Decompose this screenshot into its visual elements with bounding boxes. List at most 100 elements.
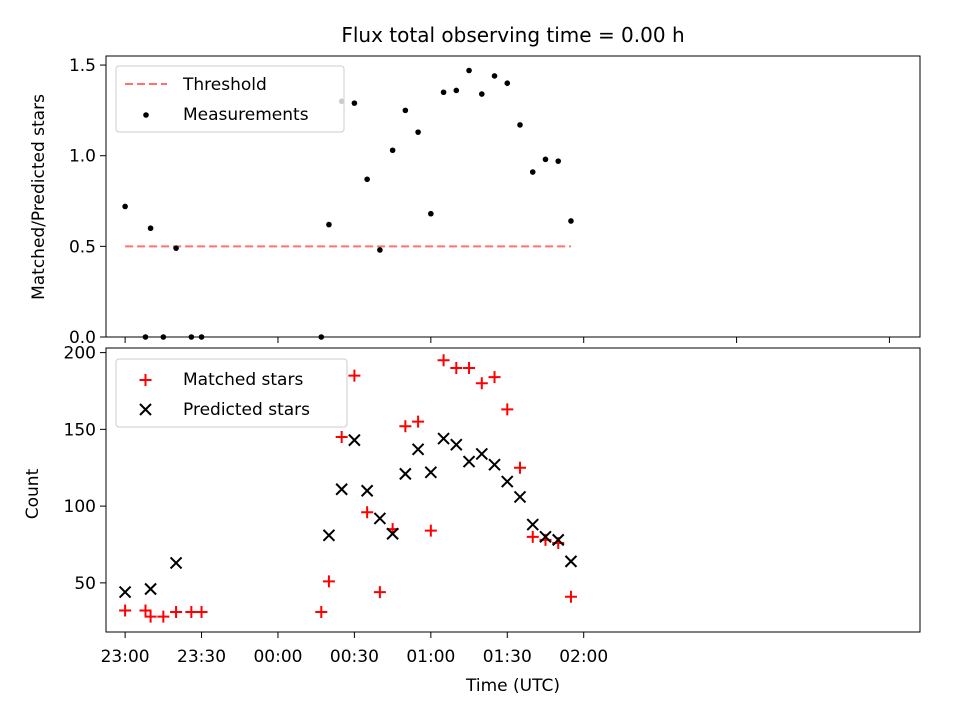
measurements-legend-swatch bbox=[143, 112, 149, 118]
count-legend: Matched stars Predicted stars bbox=[115, 358, 348, 428]
count-x-ticks: 23:00 23:30 00:00 00:30 01:00 01:30 02:00 bbox=[101, 632, 608, 667]
matched-star-point bbox=[488, 371, 501, 384]
count-legend-box bbox=[115, 358, 348, 428]
matched-star-point bbox=[144, 610, 157, 623]
matched-legend-label: Matched stars bbox=[183, 370, 303, 390]
predicted-star-point bbox=[169, 556, 183, 570]
matched-star-point bbox=[475, 377, 488, 390]
ratio-y-tick-label: 0.5 bbox=[69, 237, 96, 257]
measurement-point bbox=[542, 156, 549, 163]
matched-star-point bbox=[501, 403, 514, 416]
measurement-point bbox=[173, 245, 179, 251]
ratio-y-ticks: 0.0 0.5 1.0 1.5 bbox=[69, 56, 106, 348]
matched-star-point bbox=[463, 361, 476, 374]
ratio-legend: Threshold Measurements bbox=[115, 65, 345, 133]
count-x-tick-label: 02:00 bbox=[559, 647, 608, 667]
matched-star-point bbox=[170, 606, 183, 619]
count-y-axis-label: Count bbox=[23, 468, 43, 519]
matched-star-point bbox=[348, 369, 361, 382]
measurement-point bbox=[568, 218, 574, 224]
predicted-star-point bbox=[335, 483, 348, 496]
predicted-star-point bbox=[360, 484, 374, 497]
matched-star-point bbox=[450, 361, 463, 374]
threshold-legend-label: Threshold bbox=[182, 75, 267, 95]
matched-star-point bbox=[526, 530, 539, 543]
measurement-point bbox=[517, 122, 523, 128]
count-y-ticks: 50 100 150 200 bbox=[64, 344, 106, 594]
predicted-star-point bbox=[552, 533, 565, 547]
ratio-y-axis-label: Matched/Predicted stars bbox=[29, 94, 49, 300]
predicted-star-point bbox=[450, 438, 463, 451]
count-x-tick-label: 01:30 bbox=[483, 647, 532, 667]
count-x-tick-label: 00:30 bbox=[330, 647, 379, 667]
predicted-star-point bbox=[437, 432, 450, 445]
count-marks bbox=[118, 354, 578, 623]
measurement-point bbox=[377, 247, 383, 253]
matched-star-point bbox=[185, 606, 198, 619]
x-axis-label: Time (UTC) bbox=[465, 676, 560, 696]
matched-star-point bbox=[195, 606, 208, 619]
measurement-point bbox=[188, 334, 195, 340]
measurement-point bbox=[389, 147, 396, 154]
measurement-point bbox=[440, 89, 447, 96]
ratio-legend-box bbox=[115, 65, 345, 133]
measurement-point bbox=[402, 107, 409, 114]
ratio-x-ticks bbox=[124, 337, 890, 343]
count-y-tick-label: 100 bbox=[64, 497, 96, 517]
matched-star-point bbox=[157, 610, 170, 623]
count-y-tick-label: 200 bbox=[64, 344, 96, 364]
predicted-star-point bbox=[501, 475, 514, 488]
predicted-legend-label: Predicted stars bbox=[183, 400, 310, 420]
measurement-point bbox=[160, 334, 167, 340]
measurement-point bbox=[122, 203, 128, 210]
predicted-star-point bbox=[475, 447, 488, 461]
measurements-legend-label: Measurements bbox=[183, 105, 309, 125]
matched-star-point bbox=[119, 604, 132, 617]
measurement-point bbox=[555, 158, 562, 164]
count-axes-frame bbox=[105, 347, 921, 633]
measurement-point bbox=[147, 225, 154, 232]
count-x-tick-label: 23:00 bbox=[101, 647, 150, 667]
predicted-star-point bbox=[118, 585, 132, 599]
measurement-point bbox=[453, 87, 460, 94]
predicted-star-point bbox=[488, 458, 501, 471]
matched-star-point bbox=[322, 575, 335, 588]
count-panel: Count Time (UTC) 50 100 150 200 23:00 23:30 0… bbox=[23, 344, 921, 696]
predicted-star-point bbox=[513, 490, 527, 504]
predicted-star-point bbox=[386, 527, 399, 540]
measurement-point bbox=[478, 91, 485, 97]
matched-star-point bbox=[424, 524, 437, 537]
predicted-star-point bbox=[373, 512, 387, 525]
measurement-point bbox=[326, 221, 332, 228]
count-y-tick-label: 50 bbox=[74, 574, 96, 594]
measurement-point bbox=[318, 334, 325, 340]
predicted-star-point bbox=[144, 582, 157, 596]
matched-star-point bbox=[399, 420, 412, 433]
predicted-star-point bbox=[462, 455, 476, 468]
predicted-star-point bbox=[411, 443, 425, 456]
measurement-point bbox=[351, 100, 358, 106]
ratio-y-tick-label: 1.0 bbox=[69, 147, 96, 167]
predicted-star-point bbox=[526, 518, 539, 531]
matched-star-point bbox=[373, 586, 386, 599]
ratio-y-tick-label: 0.0 bbox=[69, 328, 96, 348]
measurement-point bbox=[428, 210, 434, 217]
matched-star-point bbox=[514, 461, 527, 474]
predicted-star-point bbox=[539, 530, 552, 544]
ratio-panel: Matched/Predicted stars 0.0 0.5 1.0 1.5 Thr… bbox=[29, 55, 921, 348]
predicted-legend-swatch bbox=[139, 403, 152, 416]
measurement-point bbox=[504, 80, 511, 86]
predicted-star-point bbox=[564, 555, 578, 568]
matched-star-point bbox=[335, 431, 348, 444]
ratio-y-tick-label: 1.5 bbox=[69, 56, 96, 76]
predicted-star-point bbox=[348, 433, 361, 447]
measurement-point bbox=[364, 176, 370, 183]
count-x-tick-label: 00:00 bbox=[253, 647, 302, 667]
matched-star-point bbox=[564, 590, 577, 603]
count-x-tick-label: 23:30 bbox=[177, 647, 226, 667]
measurement-point bbox=[142, 334, 149, 340]
matched-star-point bbox=[315, 606, 328, 619]
matched-star-point bbox=[437, 354, 450, 367]
predicted-star-point bbox=[424, 466, 438, 479]
measurement-point bbox=[198, 334, 205, 340]
